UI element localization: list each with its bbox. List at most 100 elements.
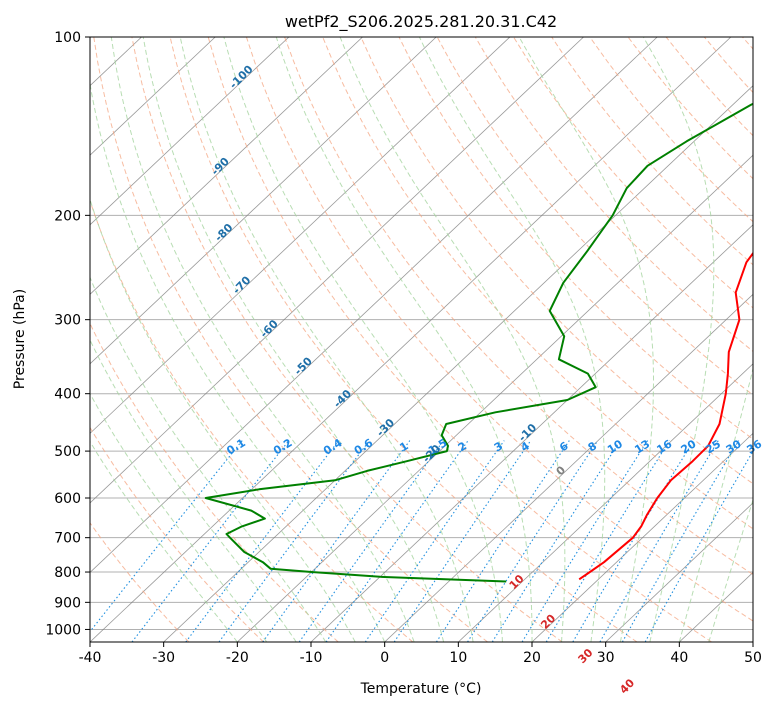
plot-frame [89,36,754,643]
isotherm-line [531,432,753,642]
mixing-ratio-line [545,440,671,642]
moist-adiabat-line [418,37,606,642]
moist-adiabat-line [223,37,503,642]
moist-adiabat-line [90,392,268,642]
profile-series-line [204,102,753,583]
y-axis-title: Pressure (hPa) [12,289,28,389]
isotherm-line [458,363,753,642]
mixing-ratio-line [90,440,243,633]
dry-adiabat-line [322,37,753,530]
mixing-ratio-label: 10 [605,437,625,456]
y-tick-label: 100 [54,30,81,46]
x-axis-title: Temperature (°C) [360,681,482,697]
moist-adiabat-line [90,197,356,642]
moist-adiabat-line [90,276,327,642]
y-tick-label: 700 [54,531,81,547]
isotherm-line [237,154,753,642]
moist-adiabat-line [275,37,533,642]
isotherm-label: -100 [227,63,256,92]
moist-adiabat-line [642,37,715,642]
x-axis: -40 -30 -20 -10 0 10 20 30 40 50 [79,642,762,666]
dry-adiabat-line [169,37,638,642]
y-tick-label: 200 [54,208,81,224]
dry-adiabat-line [665,37,753,137]
mixing-ratio-line [467,440,599,642]
dry-adiabat-line [436,37,753,396]
series-layer [204,102,753,583]
line-labels: 0.1 0.2 0.4 0.6 1 1.5 2 3 4 6 8 10 13 16 20 25 30 36-100-… [209,63,765,697]
isotherm-label: -80 [212,221,235,244]
dry-adiabat-line [474,37,753,352]
isotherm-label: 40 [617,676,637,696]
isotherm-line [90,37,437,365]
mixing-ratio-label: 1 [397,439,410,454]
dry-adiabat-line [131,37,563,642]
isotherm-line [90,37,511,434]
moist-adiabat-line [110,37,415,642]
y-tick-label: 500 [54,444,81,460]
isotherm-label: -30 [374,416,397,439]
x-tick-label: -20 [226,650,249,666]
moist-adiabat-line [678,366,753,642]
isotherm-label: -10 [516,421,539,444]
mixing-ratio-label: 0.2 [271,436,294,457]
mixing-ratio-line [218,440,370,642]
dry-adiabat-line [513,37,753,309]
y-axis: 100 200 300 400 500 600 700 800 900 1000 [45,30,90,638]
mixing-ratio-line [325,440,469,642]
isotherm-line [679,571,753,642]
y-tick-label: 600 [54,491,81,507]
isotherm-label: -50 [292,354,315,377]
moist-adiabat-line [339,37,566,642]
dry-adiabat-line [551,37,753,266]
moist-adiabat-line [142,37,445,642]
chart-title: wetPf2_S206.2025.281.20.31.C42 [285,12,557,32]
mixing-ratio-line [435,440,570,642]
x-tick-label: -40 [79,650,102,666]
moist-adiabat-line [518,37,654,642]
mixing-ratio-line [491,440,621,642]
mixing-ratio-line [599,440,719,642]
mixing-ratio-label: 0.6 [352,436,376,458]
x-tick-label: 20 [523,650,541,666]
mixing-ratio-line [521,440,649,642]
mixing-ratio-label: 30 [724,437,744,456]
isotherm-line [163,85,753,642]
moist-adiabat-line [179,37,474,642]
dry-adiabat-line [90,199,414,642]
isotherm-label: -40 [331,387,354,410]
x-tick-label: 0 [380,650,389,666]
moist-adiabat-line [90,80,386,642]
y-tick-label: 300 [54,313,81,329]
isotherm-label: 30 [576,646,596,666]
isotherm-line [752,641,753,642]
mixing-ratio-line [393,440,532,642]
isotherm-label: -70 [230,273,253,296]
y-tick-label: 400 [54,387,81,403]
x-tick-label: 40 [670,650,688,666]
mixing-ratio-line [572,440,695,642]
dry-adiabat-line [93,37,488,642]
background-lines [90,37,753,642]
isotherm-label: 20 [538,612,558,632]
dry-adiabat-line [360,37,753,485]
mixing-ratio-line [185,440,340,642]
isotherm-line [90,37,658,574]
x-tick-label: 30 [597,650,615,666]
x-tick-label: -10 [300,650,323,666]
y-tick-label: 900 [54,595,81,611]
mixing-ratio-label: 0.1 [224,436,247,457]
mixing-ratio-label: 36 [744,437,764,456]
dry-adiabat-line [245,37,753,622]
isotherm-line [384,293,753,642]
isotherm-label: -60 [258,317,281,340]
isotherm-label: 10 [507,572,527,592]
dry-adiabat-line [284,37,753,576]
mixing-ratio-label: 0.4 [321,436,345,458]
dry-adiabat-line [207,37,712,642]
x-tick-label: -30 [152,650,175,666]
dry-adiabat-line [90,522,190,642]
mixing-ratio-line [131,440,290,642]
moist-adiabat-line [708,498,753,642]
